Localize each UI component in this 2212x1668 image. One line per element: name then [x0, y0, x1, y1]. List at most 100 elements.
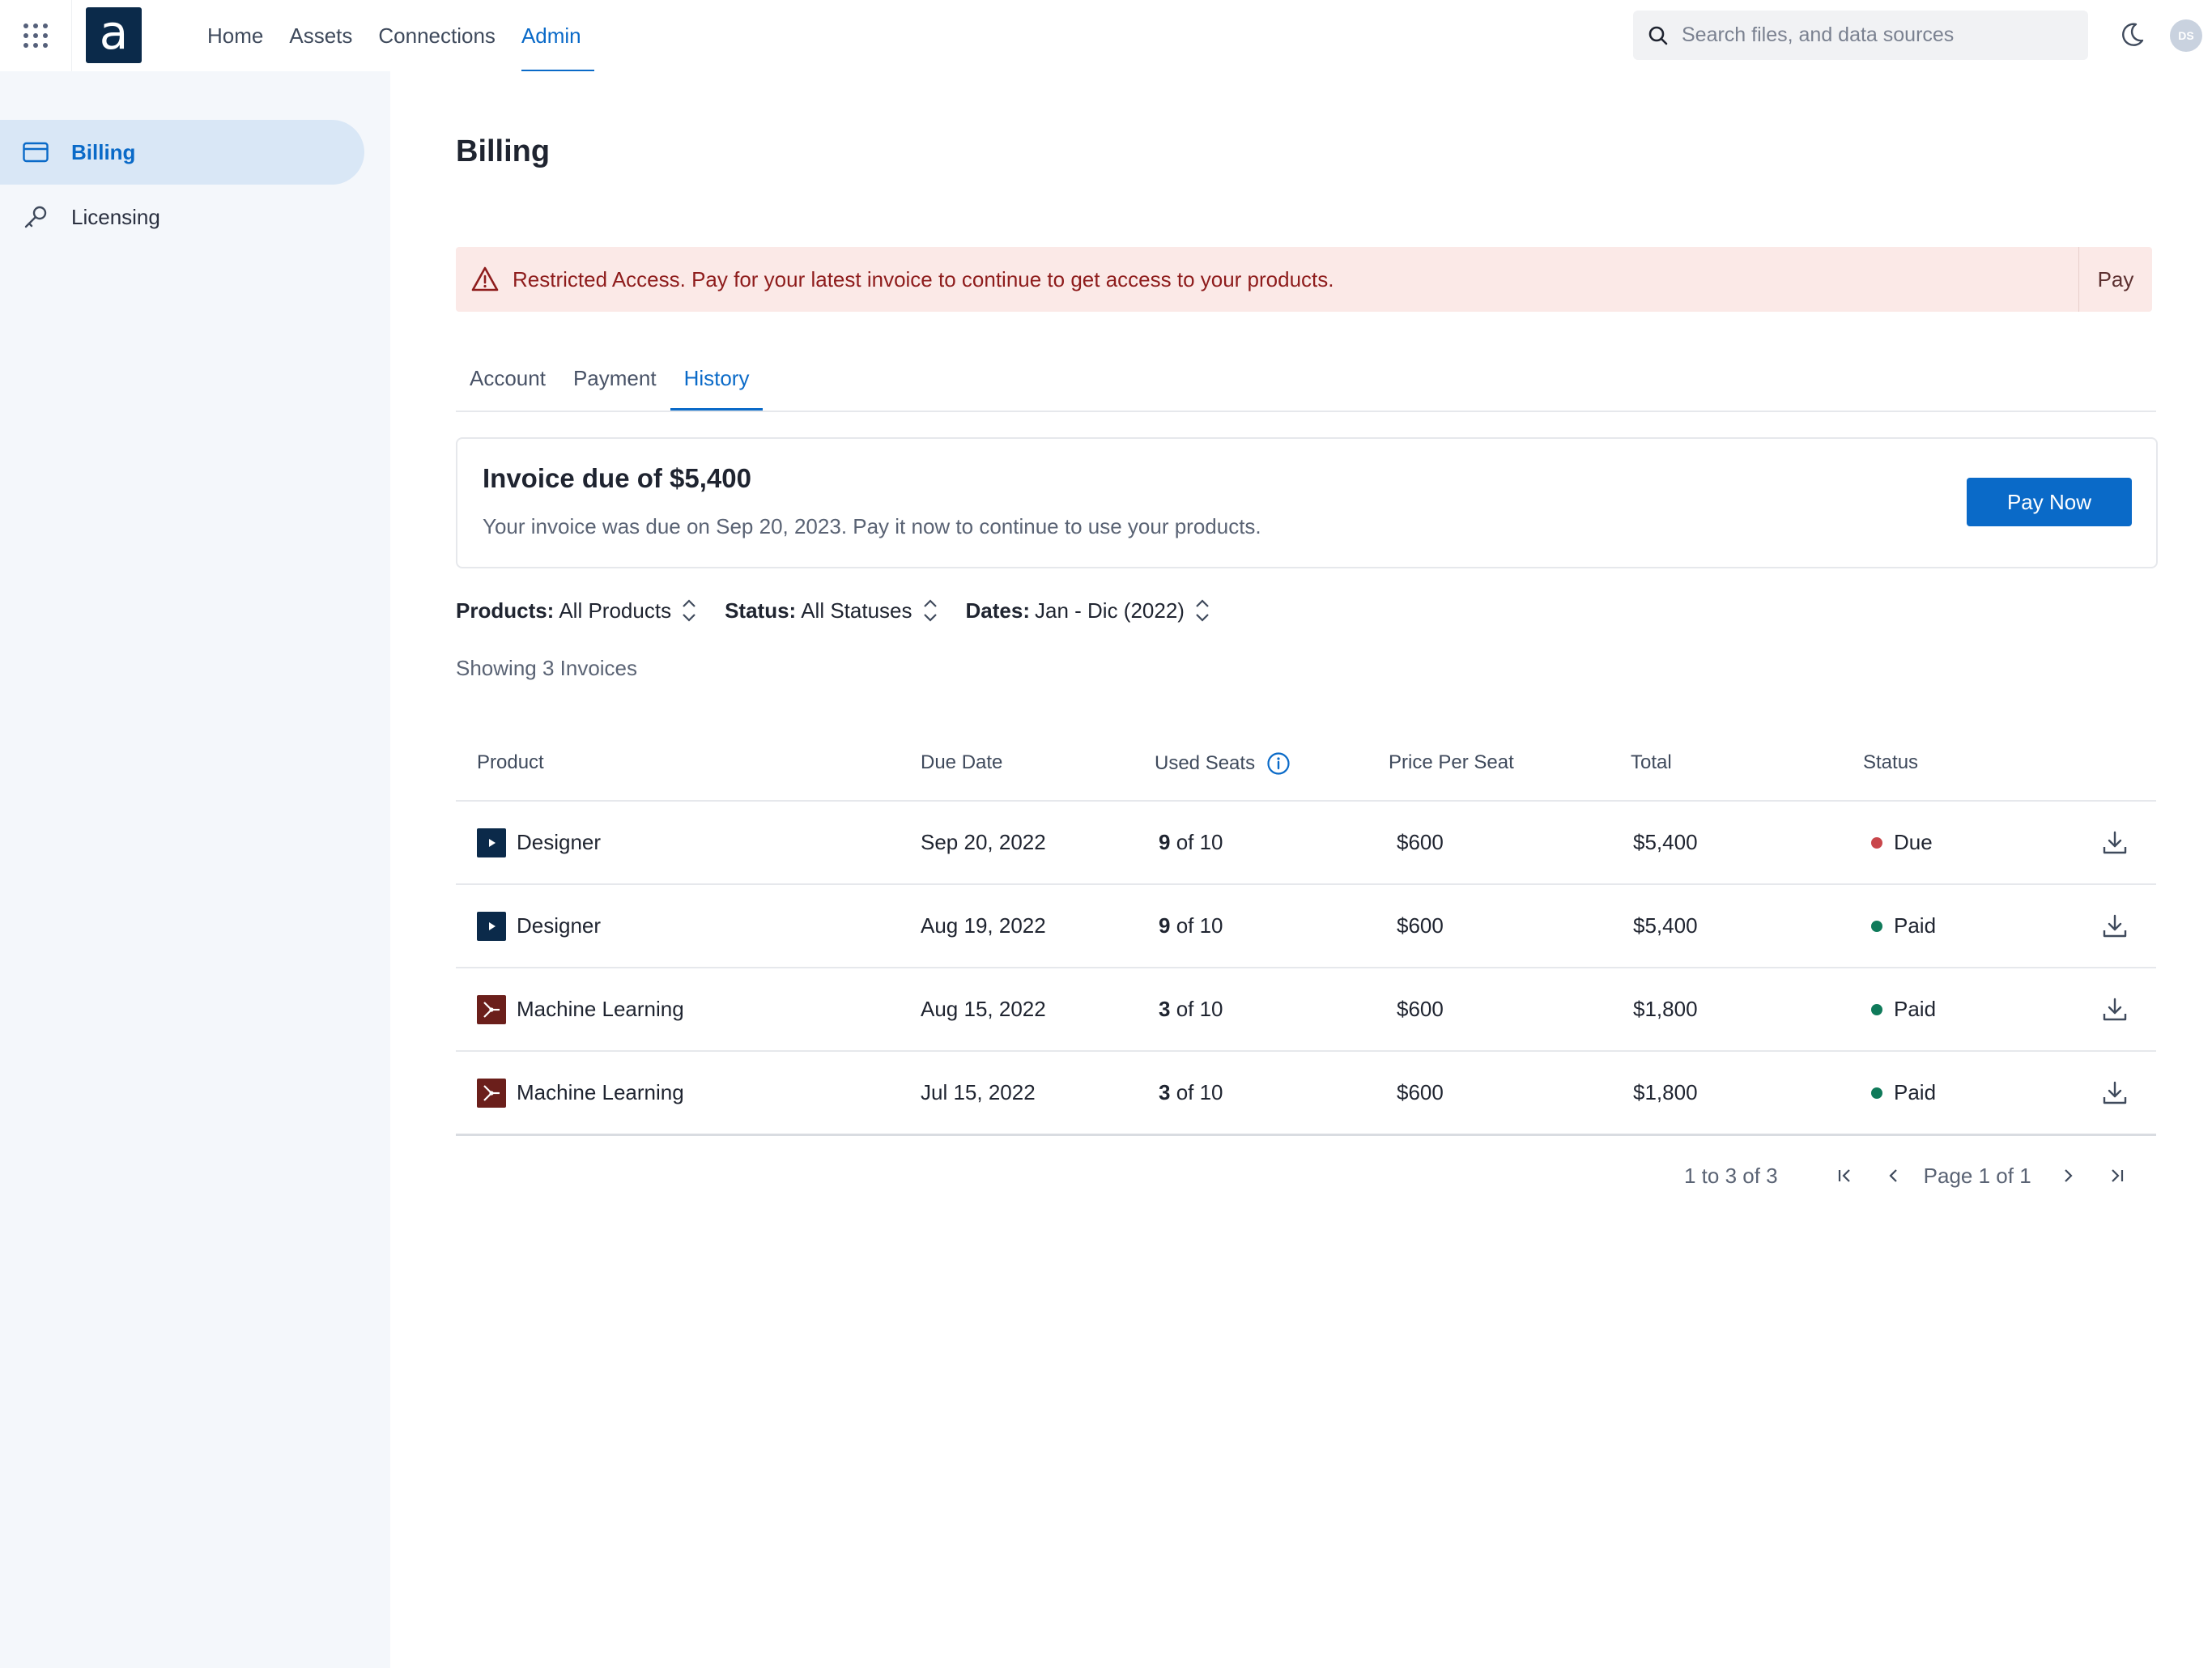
total-cell: $5,400 — [1633, 913, 1698, 938]
pay-now-button[interactable]: Pay Now — [1967, 478, 2132, 526]
col-product: Product — [477, 751, 544, 773]
status-label: Paid — [1894, 1080, 1937, 1104]
filters-bar: Products: All Products Status: All Statu… — [456, 594, 1238, 627]
total-cell: $5,400 — [1633, 830, 1698, 854]
seats-used: 3 — [1159, 1080, 1171, 1104]
product-name: Designer — [517, 830, 602, 854]
first-page-icon[interactable] — [1835, 1165, 1856, 1186]
status-dot — [1871, 920, 1882, 932]
dates-filter[interactable]: Dates: Jan - Dic (2022) — [966, 597, 1210, 624]
page-indicator: Page 1 of 1 — [1923, 1163, 2031, 1188]
table-row: Machine Learning Jul 15, 2022 3 of 10 $600 $… — [456, 1052, 2156, 1136]
due-date-cell: Aug 15, 2022 — [921, 997, 1046, 1021]
sidebar: Billing Licensing — [0, 71, 390, 1668]
app-launcher-button[interactable] — [0, 0, 72, 71]
status-label: Paid — [1894, 997, 1937, 1021]
product-cell: Designer — [477, 885, 601, 967]
next-page-icon[interactable] — [2057, 1165, 2078, 1186]
products-filter[interactable]: Products: All Products — [456, 597, 697, 624]
info-icon[interactable] — [1266, 751, 1291, 776]
product-name: Machine Learning — [517, 1080, 684, 1104]
last-page-icon[interactable] — [2106, 1165, 2127, 1186]
table-row: Designer Aug 19, 2022 9 of 10 $600 $5,400 Pai… — [456, 885, 2156, 968]
previous-page-icon[interactable] — [1883, 1165, 1904, 1186]
status-dot — [1871, 1087, 1882, 1099]
invoice-table: Product Due Date Used Seats Price Per Se… — [456, 734, 2156, 1136]
total-cell: $1,800 — [1633, 997, 1698, 1021]
used-seats-cell: 3 of 10 — [1159, 1052, 1223, 1134]
download-invoice-button[interactable] — [2101, 885, 2129, 967]
search-icon — [1648, 26, 1668, 45]
seats-used: 9 — [1159, 830, 1171, 854]
nav-admin[interactable]: Admin — [508, 0, 594, 71]
table-body: Designer Sep 20, 2022 9 of 10 $600 $5,400 Due… — [456, 802, 2156, 1136]
status-label: Paid — [1894, 913, 1937, 938]
dark-mode-toggle-icon[interactable] — [2116, 19, 2147, 50]
price-per-seat-cell: $600 — [1397, 913, 1444, 938]
nav-assets[interactable]: Assets — [289, 23, 353, 48]
billing-tabs: Account Payment History — [456, 348, 2156, 412]
seats-total: of 10 — [1170, 1080, 1223, 1104]
status-dot — [1871, 836, 1882, 849]
alert-message: Restricted Access. Pay for your latest i… — [513, 266, 1334, 291]
status-filter[interactable]: Status: All Statuses — [725, 597, 938, 624]
seats-total: of 10 — [1170, 830, 1223, 854]
product-name: Designer — [517, 913, 602, 938]
user-avatar[interactable]: DS — [2170, 19, 2202, 52]
tab-payment[interactable]: Payment — [572, 366, 657, 390]
nav-home[interactable]: Home — [207, 23, 264, 48]
sort-chevrons-icon — [923, 599, 937, 622]
filter-value: All Products — [559, 598, 672, 623]
invoice-due-card: Invoice due of $5,400 Your invoice was d… — [456, 437, 2158, 568]
sidebar-item-label: Billing — [71, 139, 136, 164]
col-used-seats-label: Used Seats — [1155, 752, 1256, 774]
filter-value: All Statuses — [801, 598, 912, 623]
used-seats-cell: 9 of 10 — [1159, 802, 1223, 883]
download-icon — [2103, 914, 2127, 937]
alert-pay-button[interactable]: Pay — [2078, 247, 2152, 312]
sidebar-item-billing[interactable]: Billing — [0, 120, 364, 185]
tab-account[interactable]: Account — [470, 366, 546, 390]
restricted-access-alert: Restricted Access. Pay for your latest i… — [456, 247, 2152, 312]
price-per-seat-cell: $600 — [1397, 1080, 1444, 1104]
invoice-title: Invoice due of $5,400 — [483, 463, 751, 493]
main-nav: Home Assets Connections Admin — [194, 0, 594, 71]
col-total: Total — [1631, 751, 1672, 773]
seats-used: 3 — [1159, 997, 1171, 1021]
nav-connections[interactable]: Connections — [378, 23, 496, 48]
product-cell: Machine Learning — [477, 1052, 684, 1134]
due-date-cell: Jul 15, 2022 — [921, 1080, 1036, 1104]
download-icon — [2103, 1081, 2127, 1104]
download-invoice-button[interactable] — [2101, 1052, 2129, 1134]
seats-total: of 10 — [1170, 997, 1223, 1021]
machine-learning-product-icon — [477, 1078, 506, 1108]
status-cell: Paid — [1871, 968, 1936, 1050]
seats-total: of 10 — [1170, 913, 1223, 938]
tab-history[interactable]: History — [670, 348, 764, 411]
search-input[interactable] — [1680, 23, 2072, 48]
due-date-cell: Aug 19, 2022 — [921, 913, 1046, 938]
machine-learning-product-icon — [477, 994, 506, 1024]
sidebar-item-licensing[interactable]: Licensing — [0, 185, 364, 249]
warning-icon — [471, 266, 499, 291]
app-grid-icon — [23, 23, 48, 48]
designer-product-icon — [477, 911, 506, 941]
col-status: Status — [1863, 751, 1919, 773]
status-cell: Due — [1871, 802, 1933, 883]
used-seats-cell: 9 of 10 — [1159, 885, 1223, 967]
table-row: Designer Sep 20, 2022 9 of 10 $600 $5,400 Due — [456, 802, 2156, 885]
sidebar-item-label: Licensing — [71, 204, 160, 229]
credit-card-icon — [23, 139, 49, 165]
app-logo[interactable]: a — [86, 7, 142, 63]
seats-used: 9 — [1159, 913, 1171, 938]
filter-value: Jan - Dic (2022) — [1034, 598, 1185, 623]
product-cell: Machine Learning — [477, 968, 684, 1050]
download-invoice-button[interactable] — [2101, 802, 2129, 883]
status-cell: Paid — [1871, 1052, 1936, 1134]
product-name: Machine Learning — [517, 997, 684, 1021]
table-row: Machine Learning Aug 15, 2022 3 of 10 $600 $… — [456, 968, 2156, 1052]
key-icon — [23, 204, 49, 230]
due-date-cell: Sep 20, 2022 — [921, 830, 1046, 854]
product-cell: Designer — [477, 802, 601, 883]
download-invoice-button[interactable] — [2101, 968, 2129, 1050]
